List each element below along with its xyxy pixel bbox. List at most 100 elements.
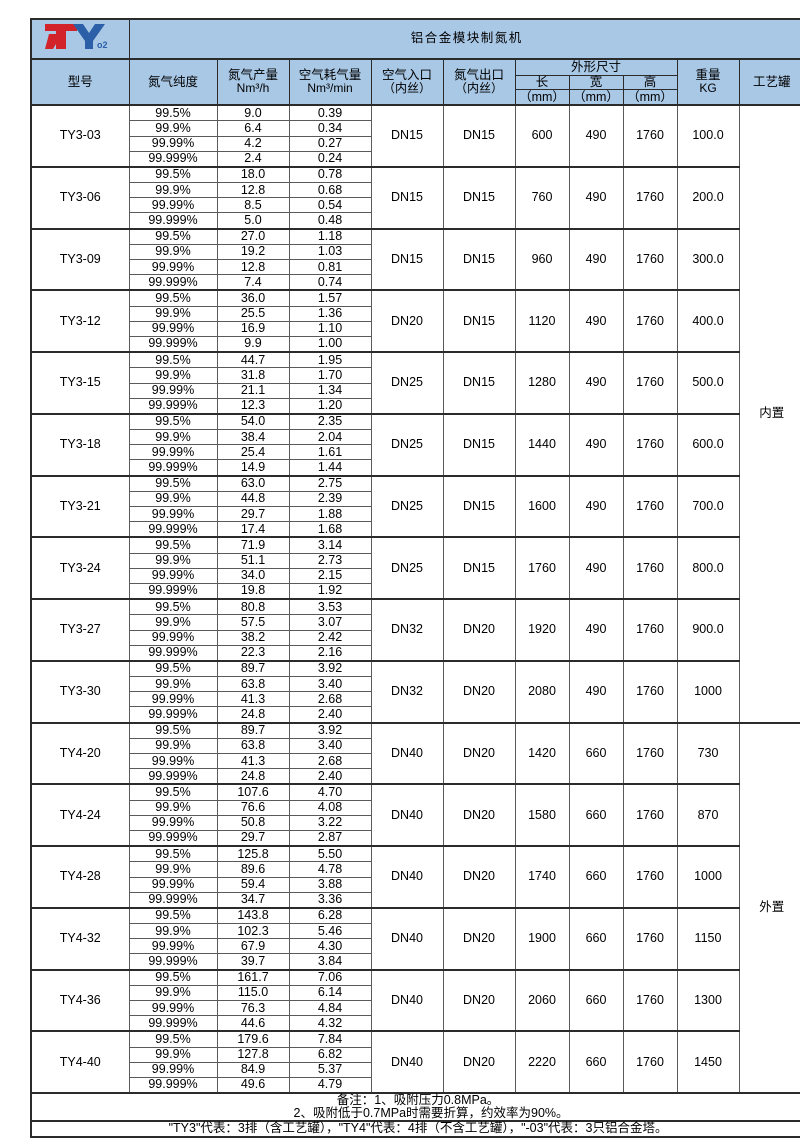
cell-width: 490 [568,536,624,601]
cell-n2-outlet: DN15 [442,351,516,415]
model-code-legend: "TY3"代表：3排（含工艺罐），"TY4"代表：4排（不含工艺罐），"-03"… [30,1120,800,1138]
cell-air-inlet: DN40 [370,783,444,848]
cell-model: TY3-15 [30,351,130,415]
table-row: TY3-15 99.5% 44.7 1.95 DN25 DN15 1280 490 1760 50… [30,351,800,415]
table-row: TY3-06 99.5% 18.0 0.78 DN15 DN15 760 490 1760 200… [30,165,800,230]
th-air-line1: 空气耗气量 [298,68,362,83]
cell-air-inlet: DN15 [370,165,444,230]
cell-purity: 99.5% [128,906,218,925]
cell-purity: 99.9% [128,984,218,1002]
table-row: 99.99% 21.1 1.34 [31,382,800,399]
cell-yield: 31.8 [216,367,290,384]
cell-purity: 99.5% [128,536,218,554]
cell-weight: 500.0 [676,351,740,415]
title-row: o2 铝合金模块制氮机 [30,18,800,60]
table-row: 99.99% 76.3 4.84 [31,999,800,1017]
cell-yield: 19.8 [216,582,290,601]
cell-purity: 99.99% [128,567,218,584]
cell-air-consumption: 0.39 [288,104,372,122]
cell-n2-outlet: DN15 [442,289,516,354]
cell-height: 1760 [622,659,678,724]
cell-model: TY4-32 [30,906,130,971]
th-process-tank: 工艺罐 [738,58,800,106]
th-weight: 重量 KG [676,58,740,106]
cell-height: 1760 [622,721,678,786]
cell-process-tank: 外置 [738,721,800,1095]
cell-air-consumption: 3.84 [288,953,372,971]
cell-purity: 99.5% [128,165,218,184]
cell-model: TY4-20 [30,721,130,786]
cell-purity: 99.99% [128,876,218,893]
cell-model: TY3-09 [30,227,130,292]
table-row: 99.999% 12.3 1.20 [31,397,800,415]
cell-air-consumption: 2.42 [288,629,372,646]
cell-yield: 18.0 [216,165,290,184]
cell-height: 1760 [622,783,678,848]
cell-air-consumption: 1.68 [288,521,372,539]
cell-air-consumption: 0.54 [288,197,372,214]
cell-yield: 5.0 [216,212,290,230]
cell-length: 2080 [514,659,570,724]
table-row: 99.999% 44.6 4.32 [31,1015,800,1033]
th-weight-line1: 重量 [695,68,721,83]
table-row: TY3-24 99.5% 71.9 3.14 DN25 DN15 1760 490 1760 80… [30,536,800,601]
th-weight-line2: KG [699,81,717,96]
cell-purity: 99.9% [128,429,218,446]
cell-weight: 1150 [676,906,740,971]
cell-yield: 34.7 [216,891,290,909]
th-length-unit: （mm） [514,89,570,106]
ty-logo-icon: o2 [45,24,108,50]
cell-air-consumption: 1.00 [288,335,372,354]
cell-yield: 63.8 [216,676,290,693]
cell-weight: 200.0 [676,165,740,230]
cell-purity: 99.99% [128,752,218,770]
cell-air-inlet: DN25 [370,536,444,601]
table-row: TY4-36 99.5% 161.7 7.06 DN40 DN20 2060 660 1760 1… [30,968,800,1033]
cell-air-consumption: 6.28 [288,906,372,925]
cell-length: 2060 [514,968,570,1033]
cell-purity: 99.99% [128,135,218,152]
cell-yield: 27.0 [216,227,290,245]
table-row: 99.99% 8.5 0.54 [31,197,800,214]
cell-yield: 57.5 [216,614,290,631]
cell-yield: 7.4 [216,274,290,292]
cell-length: 960 [514,227,570,292]
cell-width: 490 [568,351,624,415]
cell-model: TY3-03 [30,104,130,168]
cell-yield: 8.5 [216,197,290,214]
table-row: 99.99% 41.3 2.68 [31,691,800,708]
cell-purity: 99.999% [128,1015,218,1033]
cell-purity: 99.999% [128,1076,218,1095]
cell-air-consumption: 5.50 [288,845,372,863]
nitrogen-generator-spec-table: o2 铝合金模块制氮机 型号 氮气纯度 氮气产量 Nm³/h 空气耗气量 Nm³… [30,18,800,1138]
table-row: 99.999% 2.4 0.24 [31,150,800,168]
cell-yield: 63.8 [216,737,290,755]
cell-air-consumption: 1.20 [288,397,372,415]
cell-width: 490 [568,289,624,354]
cell-model: TY4-40 [30,1030,130,1095]
cell-yield: 102.3 [216,923,290,940]
cell-yield: 4.2 [216,135,290,152]
cell-air-consumption: 0.74 [288,274,372,292]
cell-height: 1760 [622,1030,678,1095]
cell-air-consumption: 0.27 [288,135,372,152]
cell-yield: 115.0 [216,984,290,1002]
cell-height: 1760 [622,906,678,971]
cell-weight: 1000 [676,845,740,909]
cell-yield: 44.8 [216,490,290,508]
cell-n2-outlet: DN20 [442,598,516,662]
table-row: TY3-18 99.5% 54.0 2.35 DN25 DN15 1440 490 1760 60… [30,412,800,477]
th-width-unit: （mm） [568,89,624,106]
th-width: 宽 [568,74,624,91]
cell-purity: 99.9% [128,676,218,693]
cell-yield: 41.3 [216,752,290,770]
cell-length: 600 [514,104,570,168]
cell-air-consumption: 0.24 [288,150,372,168]
th-n2-outlet: 氮气出口 （内丝） [442,58,516,106]
cell-purity: 99.999% [128,150,218,168]
cell-length: 1760 [514,536,570,601]
cell-yield: 127.8 [216,1046,290,1063]
cell-weight: 800.0 [676,536,740,601]
table-row: 99.99% 38.2 2.42 [31,629,800,646]
th-n2-outlet-line2: （内丝） [454,81,503,96]
